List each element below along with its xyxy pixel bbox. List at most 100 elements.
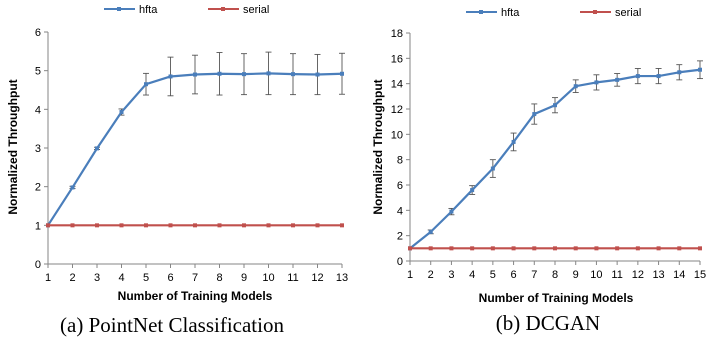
x-tick-label: 12 bbox=[311, 272, 323, 284]
x-tick-label: 12 bbox=[632, 269, 644, 281]
x-tick-label: 6 bbox=[511, 269, 517, 281]
serial-point bbox=[470, 246, 475, 251]
hfta-point bbox=[490, 166, 495, 171]
x-tick-label: 10 bbox=[262, 272, 274, 284]
hfta-point bbox=[677, 70, 682, 75]
x-tick-label: 8 bbox=[216, 272, 222, 284]
legend-hfta-marker bbox=[117, 7, 121, 11]
x-tick-label: 5 bbox=[143, 272, 149, 284]
chart-a-caption: (a) PointNet Classification bbox=[60, 313, 284, 337]
hfta-point bbox=[698, 67, 702, 72]
x-tick-label: 14 bbox=[673, 269, 685, 281]
y-tick-label: 14 bbox=[391, 79, 403, 91]
serial-point bbox=[532, 246, 537, 251]
y-tick-label: 16 bbox=[391, 53, 403, 65]
hfta-point bbox=[656, 74, 661, 79]
hfta-series-line bbox=[409, 68, 701, 250]
chart-b-axes bbox=[406, 32, 701, 265]
x-tick-label: 6 bbox=[167, 272, 173, 284]
y-tick-label: 4 bbox=[397, 205, 403, 217]
chart-b-series-lines bbox=[409, 68, 701, 250]
hfta-point bbox=[217, 71, 222, 76]
serial-point bbox=[119, 223, 124, 228]
x-tick-label: 11 bbox=[611, 269, 622, 281]
chart-a-axes bbox=[44, 31, 343, 268]
serial-point bbox=[428, 246, 433, 251]
x-tick-label: 9 bbox=[573, 269, 579, 281]
serial-point bbox=[315, 223, 320, 228]
hfta-point bbox=[242, 72, 246, 77]
x-tick-label: 10 bbox=[590, 269, 602, 281]
chart-a-y-axis-title: Normalized Throughput bbox=[6, 79, 20, 214]
y-tick-label: 1 bbox=[35, 220, 41, 232]
hfta-point bbox=[470, 188, 475, 193]
x-tick-label: 7 bbox=[531, 269, 537, 281]
serial-point bbox=[698, 246, 702, 251]
hfta-point bbox=[95, 146, 99, 151]
legend-serial-label: serial bbox=[243, 4, 269, 16]
y-tick-label: 0 bbox=[397, 256, 403, 268]
serial-point bbox=[449, 246, 454, 251]
serial-point bbox=[615, 246, 620, 251]
x-tick-label: 15 bbox=[694, 269, 706, 281]
x-tick-label: 11 bbox=[287, 272, 298, 284]
y-tick-label: 10 bbox=[391, 129, 403, 141]
hfta-point bbox=[144, 82, 148, 87]
hfta-point bbox=[511, 139, 516, 144]
legend-hfta-label: hfta bbox=[139, 4, 158, 16]
hfta-point bbox=[70, 185, 75, 190]
serial-point bbox=[266, 223, 271, 228]
legend-serial-marker bbox=[221, 7, 225, 11]
serial-point bbox=[511, 246, 516, 251]
hfta-point bbox=[168, 74, 173, 79]
y-tick-label: 4 bbox=[35, 104, 41, 116]
serial-point bbox=[677, 246, 682, 251]
serial-point bbox=[95, 223, 99, 228]
chart-b-legend: hfta serial bbox=[466, 7, 641, 19]
y-tick-label: 2 bbox=[397, 231, 403, 243]
serial-point bbox=[594, 246, 599, 251]
serial-point bbox=[70, 223, 75, 228]
x-tick-label: 1 bbox=[45, 272, 51, 284]
serial-point bbox=[656, 246, 661, 251]
y-tick-label: 6 bbox=[35, 27, 41, 39]
chart-b-caption: (b) DCGAN bbox=[496, 311, 600, 335]
hfta-point bbox=[340, 71, 344, 76]
serial-point bbox=[408, 246, 412, 251]
y-tick-label: 8 bbox=[397, 155, 403, 167]
legend-hfta-marker bbox=[479, 10, 483, 14]
serial-point bbox=[340, 223, 344, 228]
chart-a-series-lines bbox=[47, 72, 343, 227]
hfta-point bbox=[428, 229, 433, 234]
hfta-point bbox=[315, 72, 320, 77]
hfta-point bbox=[291, 72, 295, 77]
y-tick-label: 18 bbox=[391, 28, 403, 40]
y-tick-label: 12 bbox=[391, 104, 403, 116]
x-tick-label: 4 bbox=[118, 272, 124, 284]
x-tick-label: 13 bbox=[652, 269, 664, 281]
y-tick-label: 6 bbox=[397, 180, 403, 192]
serial-point bbox=[490, 246, 495, 251]
serial-point bbox=[553, 246, 557, 251]
chart-b-error-bars bbox=[427, 60, 703, 235]
y-tick-label: 3 bbox=[35, 143, 41, 155]
x-tick-label: 3 bbox=[448, 269, 454, 281]
x-tick-label: 1 bbox=[407, 269, 413, 281]
x-tick-label: 7 bbox=[192, 272, 198, 284]
x-tick-label: 2 bbox=[428, 269, 434, 281]
y-tick-label: 0 bbox=[35, 259, 41, 271]
hfta-point bbox=[266, 71, 271, 76]
legend-hfta-label: hfta bbox=[501, 7, 520, 19]
serial-point bbox=[168, 223, 173, 228]
x-tick-label: 5 bbox=[490, 269, 496, 281]
chart-a-points bbox=[46, 71, 344, 228]
x-tick-label: 2 bbox=[69, 272, 75, 284]
y-tick-label: 2 bbox=[35, 182, 41, 194]
serial-point bbox=[573, 246, 578, 251]
hfta-series-line bbox=[47, 72, 343, 226]
chart-a-error-bars bbox=[69, 51, 345, 190]
